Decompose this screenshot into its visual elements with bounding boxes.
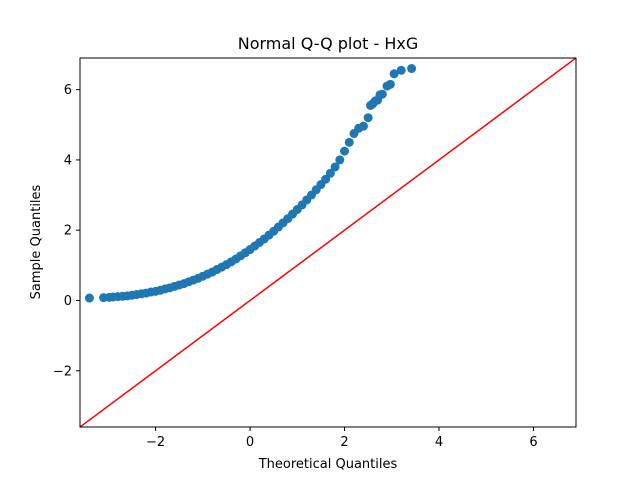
qq-point <box>396 65 406 75</box>
y-axis-label: Sample Quantiles <box>29 184 44 299</box>
y-tick-label: 2 <box>64 224 72 239</box>
y-tick-label: 4 <box>64 153 72 168</box>
reference-line <box>80 58 576 427</box>
x-tick-label: 0 <box>246 435 254 450</box>
y-tick-label: 6 <box>64 83 72 98</box>
y-axis: −2 0 2 4 6 <box>53 83 80 379</box>
x-tick-label: 2 <box>340 435 348 450</box>
qq-point <box>389 69 399 79</box>
x-tick-label: −2 <box>146 435 165 450</box>
qq-point <box>340 146 350 156</box>
qq-point <box>358 121 368 131</box>
y-tick-label: −2 <box>53 364 72 379</box>
x-tick-label: 6 <box>529 435 537 450</box>
x-axis-label: Theoretical Quantiles <box>258 457 398 472</box>
qq-point <box>335 155 345 165</box>
chart-title: Normal Q-Q plot - HxG <box>238 34 419 53</box>
x-tick-label: 4 <box>435 435 443 450</box>
x-axis: −2 0 2 4 6 <box>146 427 538 450</box>
qq-point <box>377 89 387 99</box>
qq-point <box>407 64 417 74</box>
plot-frame <box>79 57 577 428</box>
qq-point <box>330 162 340 172</box>
qq-point <box>325 168 335 178</box>
qq-point <box>344 137 354 147</box>
y-tick-label: 0 <box>64 294 72 309</box>
qq-point <box>84 293 94 303</box>
plot-area <box>80 58 576 427</box>
qq-point <box>363 113 373 123</box>
qq-point <box>385 79 395 89</box>
